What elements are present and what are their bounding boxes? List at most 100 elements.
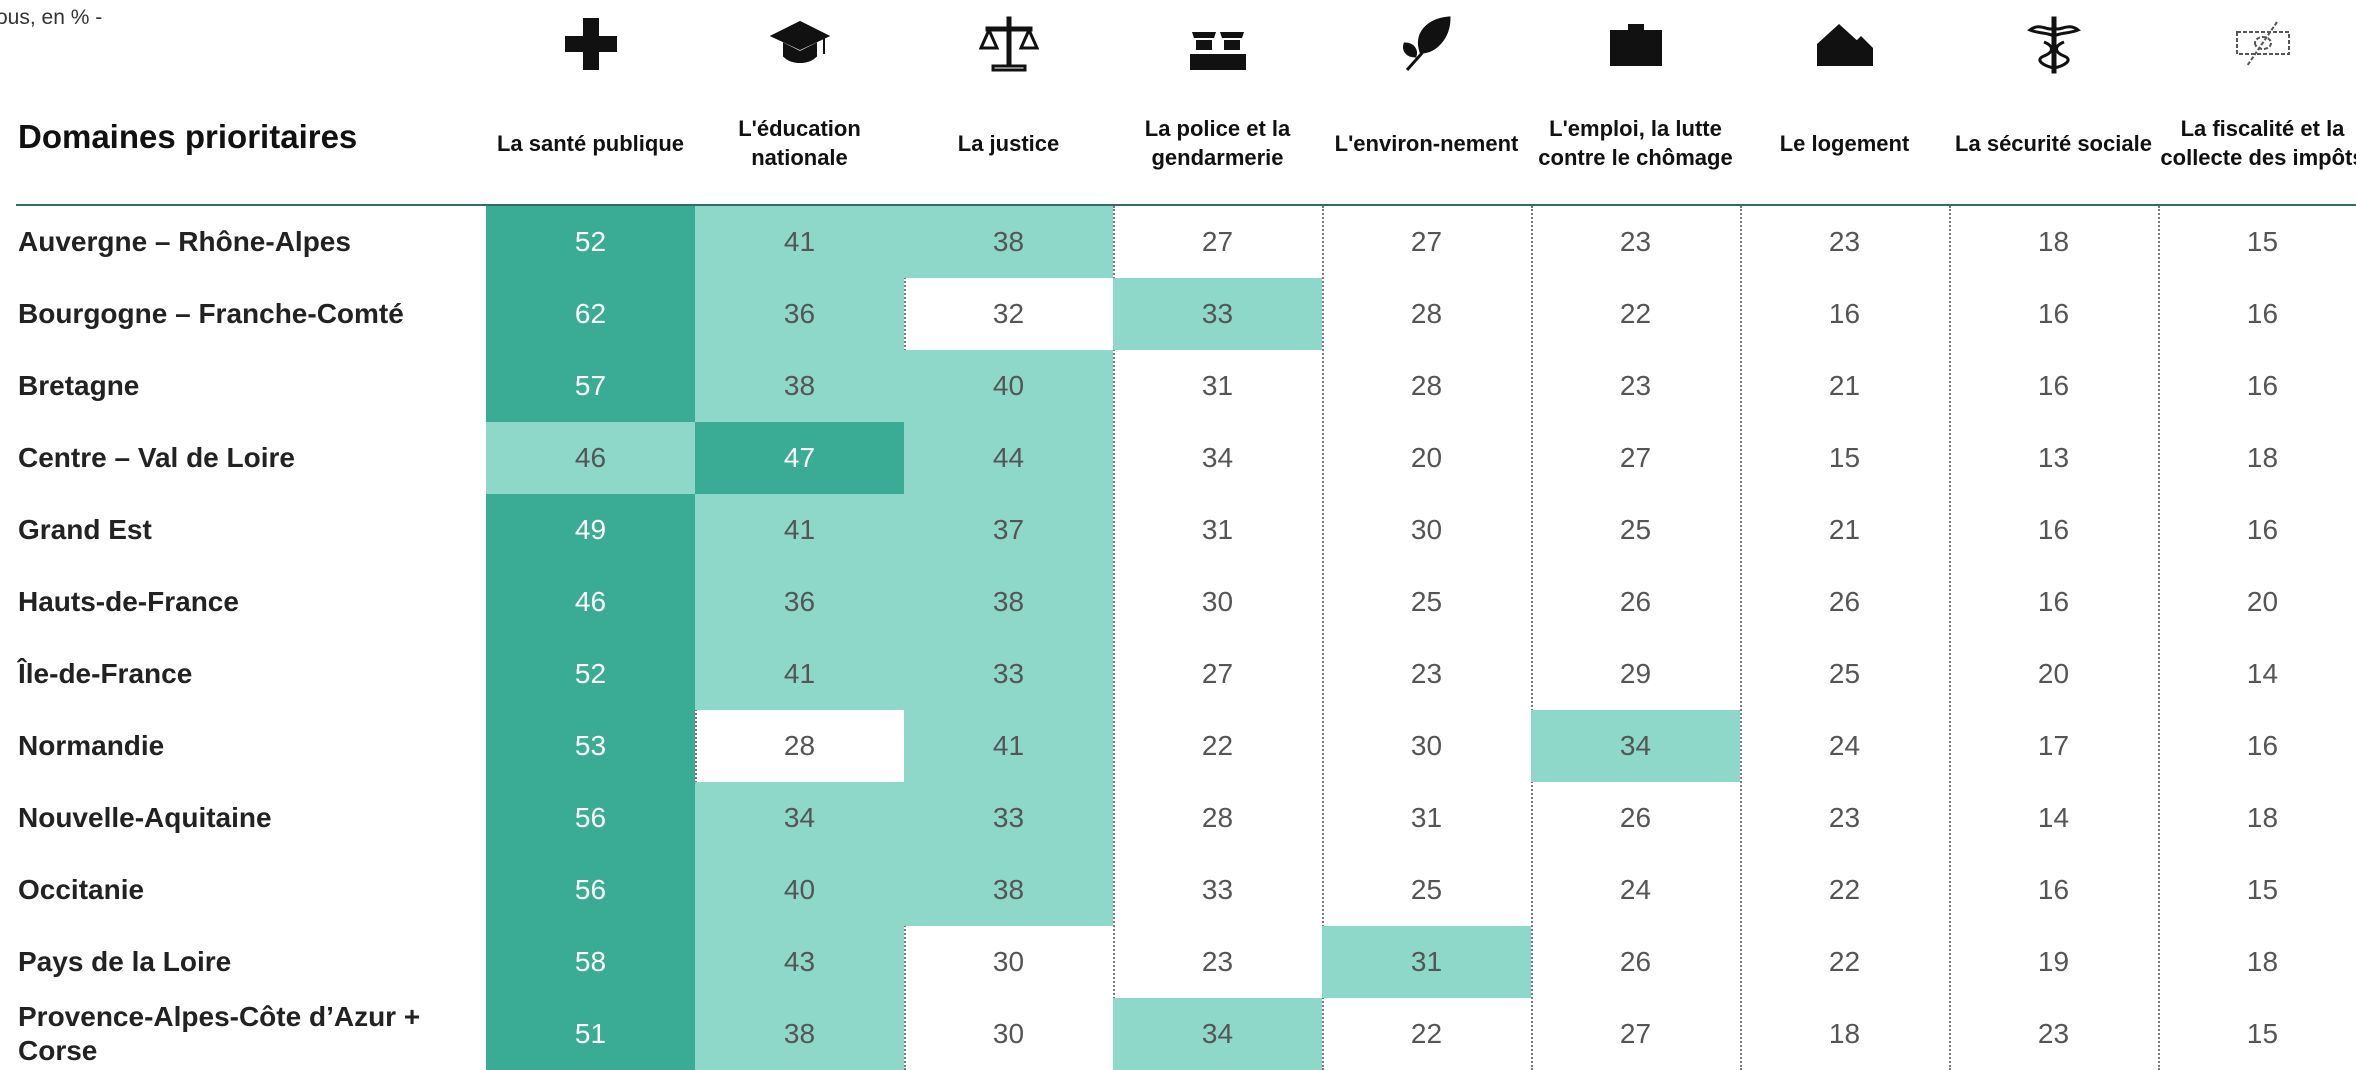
value-cell: 18 [2246, 946, 2279, 977]
value-cell: 37 [904, 494, 1113, 566]
column-header: L'emploi, la lutte contre le chômage [1538, 116, 1733, 170]
row-label: Occitanie [18, 874, 145, 906]
value-cell: 16 [2037, 874, 2070, 905]
column-header: La sécurité sociale [1955, 130, 2152, 156]
value-cell: 18 [1828, 1018, 1861, 1049]
value-cell: 16 [2037, 370, 2070, 401]
column-header: La santé publique [496, 130, 685, 156]
column-header: La justice [957, 130, 1060, 156]
column-header: La police et la gendarmerie [1144, 116, 1291, 170]
value-cell: 33 [904, 782, 1113, 854]
value-cell: 41 [904, 710, 1113, 782]
value-cell: 16 [2037, 586, 2070, 617]
value-cell: 47 [695, 422, 904, 494]
row-label: Bretagne [18, 370, 140, 402]
value-cell: 23 [1619, 226, 1652, 257]
value-cell: 27 [1201, 226, 1234, 257]
row-label: Auvergne – Rhône-Alpes [18, 226, 351, 258]
value-cell: 23 [2037, 1018, 2070, 1049]
value-cell: 62 [486, 278, 695, 350]
value-cell: 30 [992, 946, 1025, 977]
value-cell: 44 [904, 422, 1113, 494]
column-icon [561, 14, 621, 74]
value-cell: 26 [1619, 946, 1652, 977]
value-cell: 15 [1828, 442, 1861, 473]
value-cell: 16 [1828, 298, 1861, 329]
row-label: Normandie [18, 730, 165, 762]
value-cell: 46 [486, 422, 695, 494]
value-cell: 24 [1619, 874, 1652, 905]
row-label: Nouvelle-Aquitaine [18, 802, 272, 834]
value-cell: 15 [2246, 1018, 2279, 1049]
value-cell: 16 [2246, 298, 2279, 329]
column-icon [2233, 14, 2293, 74]
value-cell: 40 [904, 350, 1113, 422]
value-cell: 23 [1619, 370, 1652, 401]
value-cell: 31 [1322, 926, 1531, 998]
value-cell: 33 [904, 638, 1113, 710]
row-label: Grand Est [18, 514, 152, 546]
row-label: Provence-Alpes-Côte d’Azur + Corse [18, 1001, 421, 1066]
value-cell: 22 [1619, 298, 1652, 329]
column-icon [2024, 14, 2084, 74]
value-cell: 21 [1828, 514, 1861, 545]
column-separator [1740, 206, 1742, 1070]
value-cell: 28 [1201, 802, 1234, 833]
value-cell: 52 [486, 638, 695, 710]
value-cell: 25 [1410, 586, 1443, 617]
value-cell: 14 [2246, 658, 2279, 689]
value-cell: 22 [1201, 730, 1234, 761]
value-cell: 34 [695, 782, 904, 854]
value-cell: 34 [1201, 442, 1234, 473]
value-cell: 32 [992, 298, 1025, 329]
column-header: La fiscalité et la collecte des impôts [2160, 116, 2356, 170]
value-cell: 20 [2246, 586, 2279, 617]
value-cell: 18 [2037, 226, 2070, 257]
value-cell: 34 [1531, 710, 1740, 782]
value-cell: 38 [904, 566, 1113, 638]
value-cell: 27 [1410, 226, 1443, 257]
value-cell: 21 [1828, 370, 1861, 401]
column-header: Le logement [1779, 130, 1910, 156]
value-cell: 15 [2246, 226, 2279, 257]
column-icon [1188, 14, 1248, 74]
value-cell: 52 [486, 206, 695, 278]
value-cell: 29 [1619, 658, 1652, 689]
value-cell: 30 [1410, 730, 1443, 761]
value-cell: 17 [2037, 730, 2070, 761]
column-icon [1815, 14, 1875, 74]
value-cell: 23 [1828, 226, 1861, 257]
column-separator [2158, 206, 2160, 1070]
value-cell: 18 [2246, 802, 2279, 833]
column-icon [1397, 14, 1457, 74]
value-cell: 30 [1410, 514, 1443, 545]
value-cell: 26 [1619, 802, 1652, 833]
value-cell: 41 [695, 638, 904, 710]
value-cell: 30 [992, 1018, 1025, 1049]
row-label: Centre – Val de Loire [18, 442, 295, 474]
column-separator [1322, 206, 1324, 1070]
value-cell: 28 [783, 730, 816, 761]
value-cell: 49 [486, 494, 695, 566]
value-cell: 16 [2037, 298, 2070, 329]
value-cell: 14 [2037, 802, 2070, 833]
value-cell: 23 [1201, 946, 1234, 977]
value-cell: 30 [1201, 586, 1234, 617]
value-cell: 16 [2037, 514, 2070, 545]
column-icon [769, 14, 830, 74]
value-cell: 27 [1619, 1018, 1652, 1049]
value-cell: 43 [695, 926, 904, 998]
value-cell: 16 [2246, 514, 2279, 545]
value-cell: 46 [486, 566, 695, 638]
value-cell: 19 [2037, 946, 2070, 977]
value-cell: 38 [904, 854, 1113, 926]
value-cell: 22 [1828, 946, 1861, 977]
row-label: Île-de-France [18, 658, 193, 690]
value-cell: 24 [1828, 730, 1861, 761]
column-header: L'environ-nement [1334, 130, 1519, 156]
value-cell: 18 [2246, 442, 2279, 473]
value-cell: 56 [486, 782, 695, 854]
value-cell: 25 [1410, 874, 1443, 905]
value-cell: 58 [486, 926, 695, 998]
